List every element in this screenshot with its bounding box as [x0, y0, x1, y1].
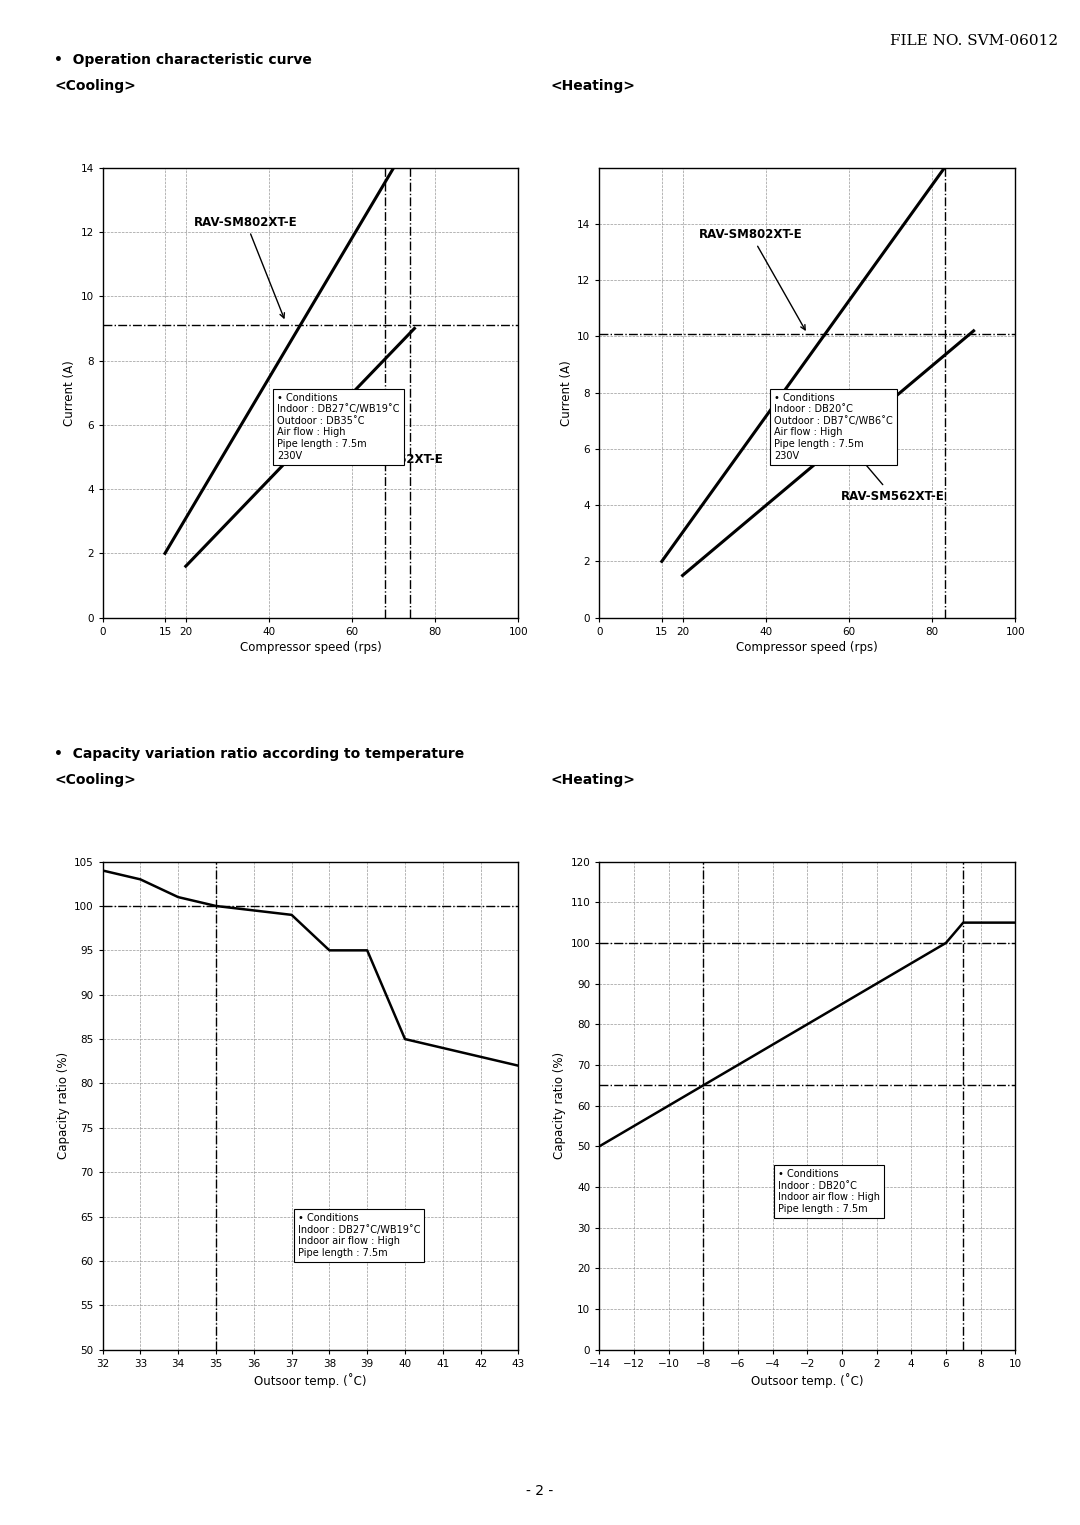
- X-axis label: Compressor speed (rps): Compressor speed (rps): [240, 640, 381, 654]
- X-axis label: Compressor speed (rps): Compressor speed (rps): [737, 640, 878, 654]
- Text: RAV-SM562XT-E: RAV-SM562XT-E: [840, 458, 944, 503]
- Y-axis label: Current (A): Current (A): [63, 360, 77, 425]
- Text: <Heating>: <Heating>: [551, 773, 636, 787]
- X-axis label: Outsoor temp. (˚C): Outsoor temp. (˚C): [751, 1372, 864, 1388]
- X-axis label: Outsoor temp. (˚C): Outsoor temp. (˚C): [254, 1372, 367, 1388]
- Y-axis label: Capacity ratio (%): Capacity ratio (%): [553, 1052, 566, 1159]
- Text: - 2 -: - 2 -: [526, 1484, 554, 1498]
- Y-axis label: Current (A): Current (A): [559, 360, 573, 425]
- Text: FILE NO. SVM-06012: FILE NO. SVM-06012: [890, 34, 1058, 47]
- Text: •  Operation characteristic curve: • Operation characteristic curve: [54, 53, 312, 67]
- Text: <Heating>: <Heating>: [551, 79, 636, 93]
- Text: • Conditions
Indoor : DB20˚C
Indoor air flow : High
Pipe length : 7.5m: • Conditions Indoor : DB20˚C Indoor air …: [779, 1170, 880, 1214]
- Text: RAV-SM562XT-E: RAV-SM562XT-E: [339, 403, 444, 467]
- Y-axis label: Capacity ratio (%): Capacity ratio (%): [56, 1052, 69, 1159]
- Text: RAV-SM802XT-E: RAV-SM802XT-E: [194, 215, 298, 319]
- Text: <Cooling>: <Cooling>: [54, 79, 136, 93]
- Text: • Conditions
Indoor : DB27˚C/WB19˚C
Outdoor : DB35˚C
Air flow : High
Pipe length: • Conditions Indoor : DB27˚C/WB19˚C Outd…: [278, 392, 400, 461]
- Text: •  Capacity variation ratio according to temperature: • Capacity variation ratio according to …: [54, 747, 464, 761]
- Text: RAV-SM802XT-E: RAV-SM802XT-E: [699, 229, 806, 329]
- Text: <Cooling>: <Cooling>: [54, 773, 136, 787]
- Text: • Conditions
Indoor : DB20˚C
Outdoor : DB7˚C/WB6˚C
Air flow : High
Pipe length :: • Conditions Indoor : DB20˚C Outdoor : D…: [774, 392, 893, 461]
- Text: • Conditions
Indoor : DB27˚C/WB19˚C
Indoor air flow : High
Pipe length : 7.5m: • Conditions Indoor : DB27˚C/WB19˚C Indo…: [298, 1212, 420, 1258]
